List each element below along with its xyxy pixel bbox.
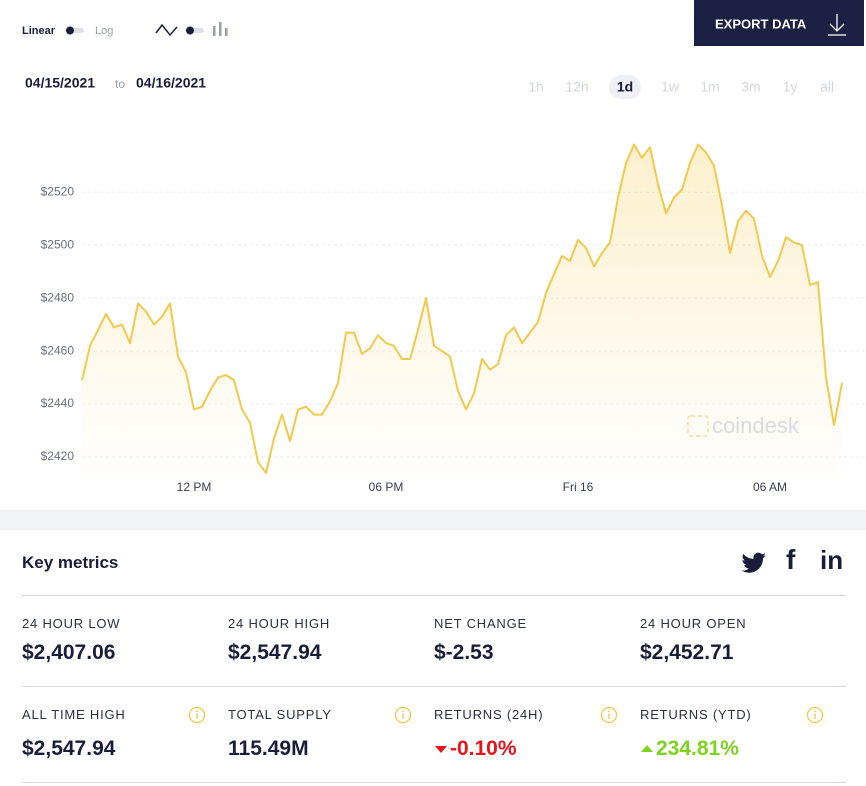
metric-label: 24 HOUR HIGH [228, 616, 331, 631]
type-toggle[interactable] [186, 26, 204, 35]
divider [22, 782, 846, 783]
y-tick-label: $2520 [41, 184, 75, 198]
range-button[interactable]: 12h [565, 79, 588, 95]
metric-label: 24 HOUR LOW [22, 616, 121, 631]
x-tick-label: 06 PM [369, 480, 404, 494]
metric-label: RETURNS (24H) [434, 707, 544, 722]
info-icon[interactable] [188, 706, 206, 729]
scale-linear[interactable]: Linear [22, 25, 56, 37]
metric-value: $-2.53 [434, 641, 494, 664]
metric-value: 234.81% [656, 737, 739, 760]
metric-value: $2,452.71 [640, 641, 734, 664]
metric-label: TOTAL SUPPLY [228, 707, 332, 722]
y-tick-label: $2440 [41, 396, 75, 410]
area [82, 144, 842, 484]
y-tick-label: $2420 [41, 449, 75, 463]
metric-value: $2,547.94 [22, 737, 116, 760]
y-tick-label: $2460 [41, 343, 75, 357]
x-tick-label: 12 PM [177, 480, 212, 494]
date-to[interactable]: 04/16/2021 [136, 75, 206, 91]
y-tick-label: $2500 [41, 237, 75, 251]
metric-value: $2,407.06 [22, 641, 116, 664]
info-icon[interactable] [806, 706, 824, 729]
range-button[interactable]: 1w [661, 79, 680, 95]
divider-band [0, 510, 866, 530]
scale-log[interactable]: Log [95, 25, 113, 37]
twitter-icon[interactable] [741, 550, 771, 576]
linkedin-icon[interactable]: in [820, 545, 844, 575]
metric-label: 24 HOUR OPEN [640, 616, 747, 631]
divider [22, 595, 846, 596]
range-button[interactable]: all [820, 79, 834, 95]
info-icon[interactable] [394, 706, 412, 729]
scale-toggle[interactable] [66, 26, 84, 35]
range-button[interactable]: 3m [741, 79, 760, 95]
line-icon[interactable] [155, 23, 178, 37]
x-tick-label: 06 AM [753, 480, 787, 494]
range-button[interactable]: 1d [617, 79, 633, 95]
metric-label: ALL TIME HIGH [22, 707, 126, 722]
date-to-word: to [115, 77, 125, 91]
metric-label: NET CHANGE [434, 616, 527, 631]
range-button[interactable]: 1h [528, 79, 544, 95]
date-from[interactable]: 04/15/2021 [25, 75, 95, 91]
facebook-icon[interactable]: f [786, 544, 796, 575]
trend-arrow [434, 741, 448, 760]
range-active-bg [609, 75, 641, 99]
metric-value: -0.10% [450, 737, 517, 760]
info-icon[interactable] [600, 706, 618, 729]
x-tick-label: Fri 16 [563, 480, 594, 494]
bar-icon[interactable] [213, 22, 228, 36]
y-tick-label: $2480 [41, 290, 75, 304]
metric-label: RETURNS (YTD) [640, 707, 752, 722]
export-button[interactable]: EXPORT DATA [694, 0, 864, 46]
export-label: EXPORT DATA [715, 16, 807, 31]
chart-panel: Linear Log EXPORT DATA 04/15/2021 to 04/… [22, 0, 866, 494]
range-button[interactable]: 1m [700, 79, 719, 95]
metrics-title: Key metrics [22, 553, 119, 572]
metric-value: $2,547.94 [228, 641, 322, 664]
price-line [81, 143, 843, 474]
range-button[interactable]: 1y [783, 79, 798, 95]
metric-value: 115.49M [228, 737, 309, 760]
divider [22, 686, 846, 687]
trend-arrow [640, 741, 654, 760]
